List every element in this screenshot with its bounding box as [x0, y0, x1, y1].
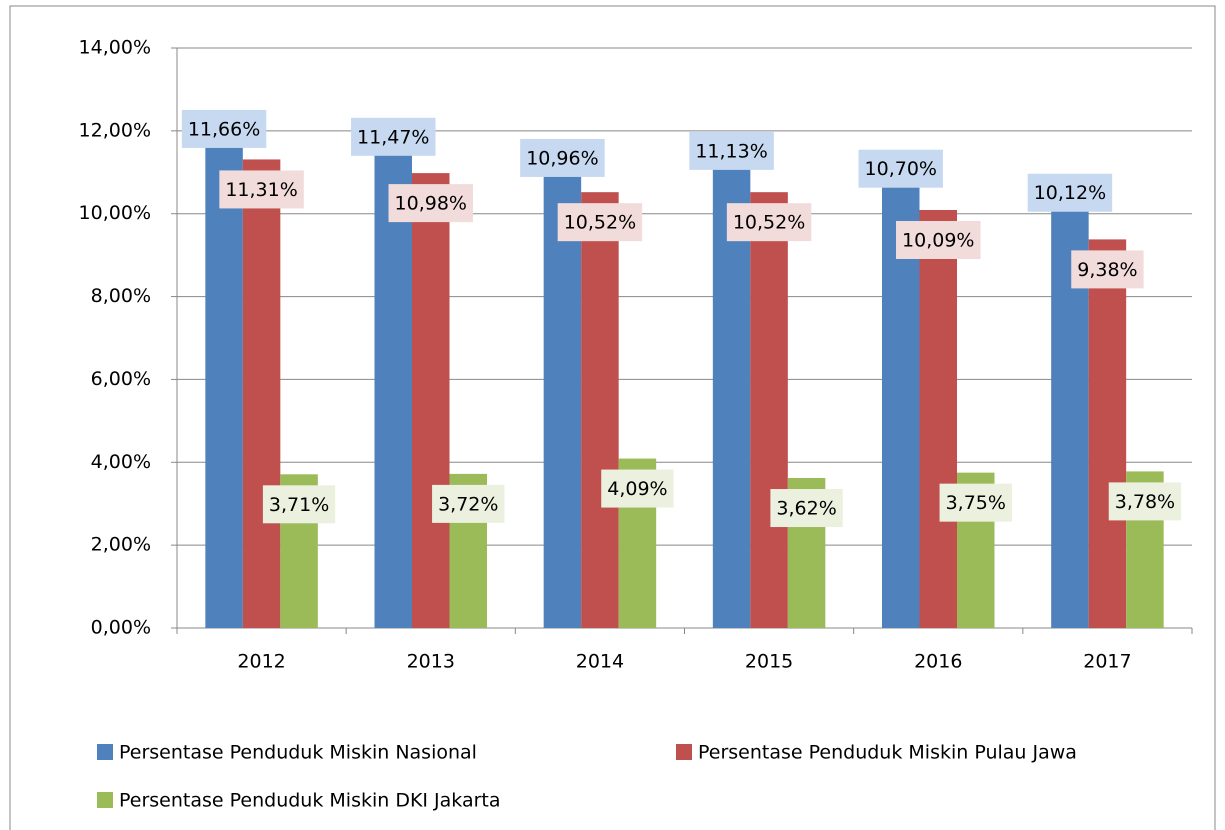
bar	[750, 192, 788, 628]
value-label: 3,75%	[946, 492, 1006, 514]
x-tick-label: 2012	[237, 651, 285, 673]
value-label: 11,47%	[357, 126, 429, 148]
value-label-bg	[520, 138, 605, 177]
value-label: 10,52%	[733, 212, 805, 234]
value-label: 10,70%	[865, 158, 937, 180]
bar	[543, 173, 582, 628]
x-tick-label: 2016	[914, 651, 962, 673]
value-label: 11,13%	[695, 140, 767, 162]
value-label-bg	[181, 109, 267, 148]
value-label: 3,72%	[438, 493, 498, 515]
value-label-bg	[1108, 482, 1182, 521]
legend-swatch	[676, 744, 692, 760]
value-label: 9,38%	[1077, 259, 1137, 281]
value-label-bg	[770, 489, 843, 528]
value-label-bg	[432, 484, 505, 523]
legend-label: Persentase Penduduk Miskin Nasional	[119, 742, 477, 764]
legend-swatch	[97, 744, 113, 760]
bar	[581, 192, 619, 628]
y-tick-label: 4,00%	[91, 451, 151, 473]
y-tick-label: 2,00%	[91, 534, 151, 556]
value-label: 3,62%	[776, 498, 836, 520]
bar	[205, 144, 243, 628]
value-label: 10,12%	[1034, 182, 1106, 204]
value-label: 11,66%	[188, 118, 260, 140]
bar	[412, 173, 450, 628]
y-tick-label: 14,00%	[79, 37, 151, 59]
x-tick-label: 2017	[1083, 651, 1131, 673]
value-label: 10,98%	[395, 193, 467, 215]
bar	[1088, 239, 1127, 628]
value-label: 10,52%	[564, 212, 636, 234]
value-label-bg	[557, 203, 643, 242]
value-label-bg	[601, 469, 674, 508]
value-label: 4,09%	[607, 478, 667, 500]
value-label-bg	[726, 203, 812, 242]
value-label-bg	[1071, 250, 1144, 289]
value-label-bg	[858, 149, 943, 188]
value-label: 10,09%	[902, 229, 974, 251]
x-tick-label: 2014	[576, 651, 624, 673]
value-label-bg	[896, 220, 981, 259]
value-label: 10,96%	[526, 147, 598, 169]
bar	[374, 152, 412, 629]
bar	[242, 159, 281, 628]
y-tick-label: 12,00%	[79, 119, 151, 141]
legend-label: Persentase Penduduk Miskin DKI Jakarta	[119, 790, 501, 812]
value-label: 11,31%	[225, 179, 297, 201]
x-tick-label: 2013	[407, 651, 455, 673]
bar	[712, 166, 751, 628]
value-label-bg	[219, 170, 304, 209]
y-tick-label: 8,00%	[91, 285, 151, 307]
y-tick-label: 10,00%	[79, 202, 151, 224]
value-label: 3,78%	[1115, 491, 1175, 513]
legend-swatch	[97, 792, 113, 808]
x-tick-label: 2015	[745, 651, 793, 673]
value-label-bg	[689, 131, 774, 170]
legend-label: Persentase Penduduk Miskin Pulau Jawa	[698, 742, 1077, 764]
y-tick-label: 0,00%	[91, 617, 151, 639]
value-label-bg	[351, 117, 436, 156]
value-label-bg	[262, 485, 336, 524]
bar	[919, 209, 957, 628]
value-label-bg	[388, 184, 473, 223]
value-label-bg	[939, 483, 1012, 522]
value-label: 3,71%	[269, 494, 329, 516]
value-label-bg	[1027, 173, 1113, 212]
y-tick-label: 6,00%	[91, 368, 151, 390]
